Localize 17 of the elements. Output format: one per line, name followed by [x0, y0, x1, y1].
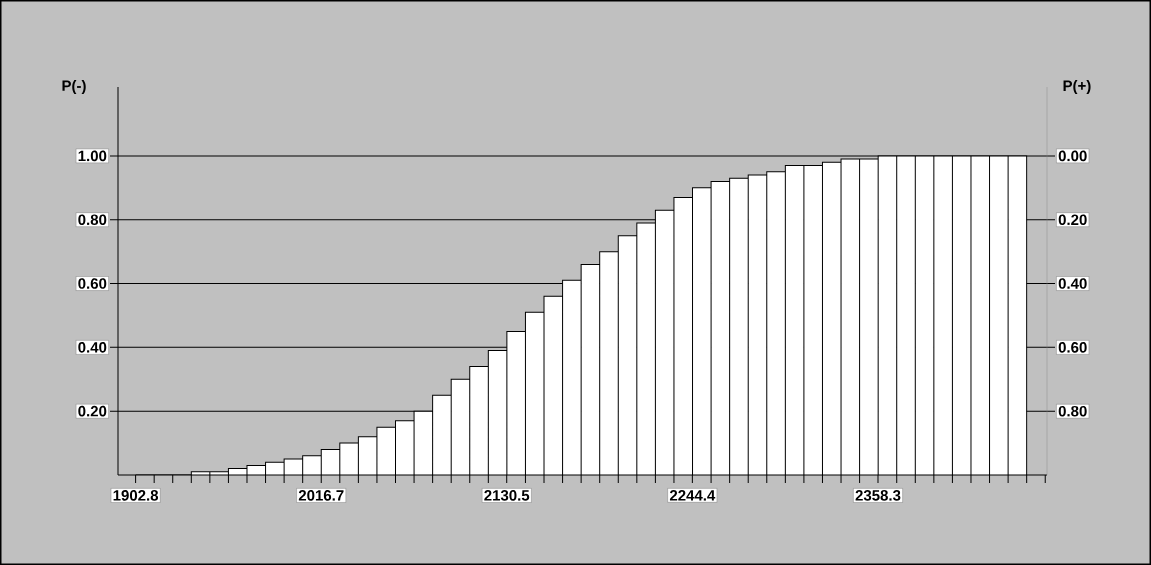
y2-tick-label: 0.60 — [1058, 342, 1087, 353]
x-tick-label: 2244.4 — [669, 490, 716, 501]
x-tick-label: 2016.7 — [298, 490, 344, 501]
y-tick-label: 0.20 — [78, 405, 107, 417]
y-tick-label: 0.60 — [78, 278, 107, 289]
y-tick-label: 0.80 — [78, 214, 107, 226]
x-tick-label: 1902.8 — [113, 490, 159, 501]
x-tick-label: 2130.5 — [484, 490, 530, 501]
y-tick-label: 1.00 — [78, 150, 107, 162]
y2-tick-label: 0.00 — [1058, 150, 1087, 162]
y2-tick-label: 0.20 — [1058, 214, 1087, 226]
y2-tick-label: 0.40 — [1058, 278, 1087, 289]
y2-tick-label: 0.80 — [1058, 405, 1087, 417]
x-tick-label: 2358.3 — [855, 490, 901, 501]
y2-axis-title: P(+) — [1063, 80, 1091, 94]
y-tick-label: 0.40 — [78, 342, 107, 353]
y-axis-title: P(-) — [62, 80, 86, 94]
